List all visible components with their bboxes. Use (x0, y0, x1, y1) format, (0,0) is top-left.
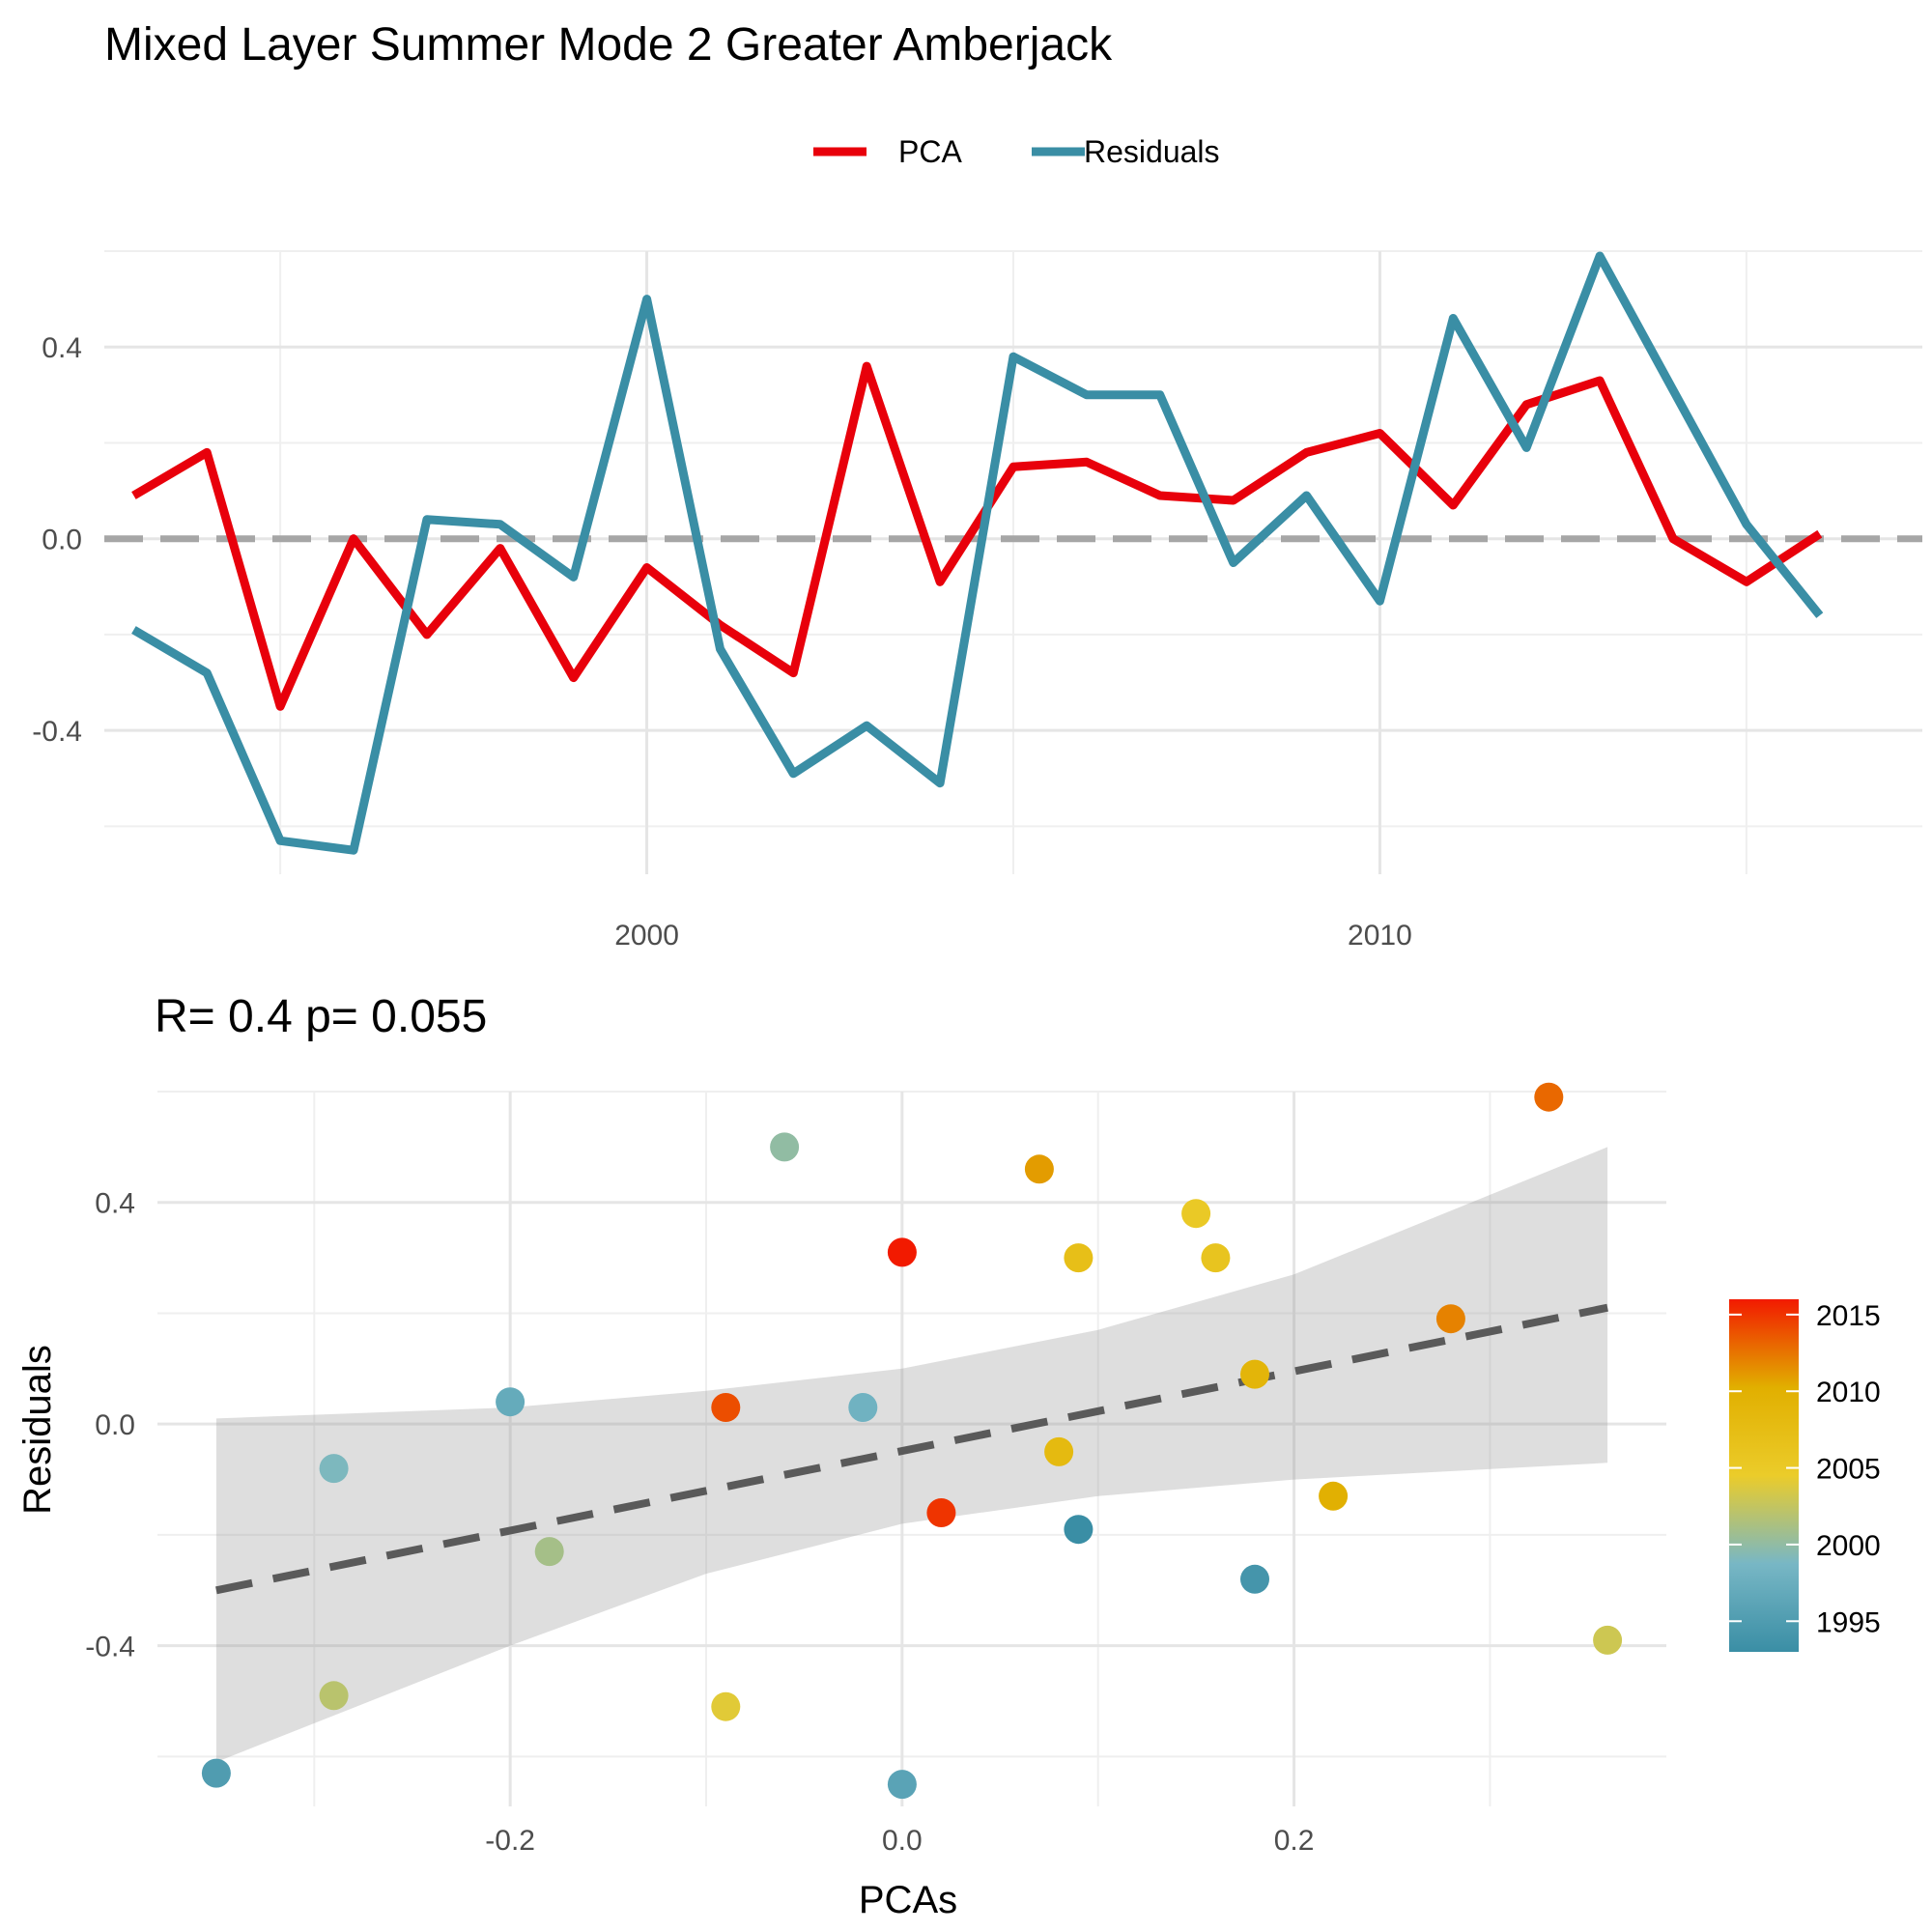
scatter-point-1994 (1240, 1564, 1269, 1594)
chart-title: Mixed Layer Summer Mode 2 Greater Amberj… (104, 19, 1113, 71)
series-line-pca (131, 361, 1823, 711)
colorbar-tick-label: 2010 (1816, 1377, 1881, 1408)
scatter-point-2013 (1534, 1082, 1564, 1112)
x-tick-label: -0.2 (485, 1825, 535, 1857)
scatter-point-2001 (534, 1537, 564, 1567)
x-tick-label: 2010 (1348, 920, 1412, 952)
y-axis-title: Residuals (16, 1345, 59, 1515)
scatter-point-2008 (1044, 1436, 1074, 1466)
regression-line (215, 1303, 1608, 1595)
timeseries-panel: -0.4 0.0 0.4 2000 2010 (32, 250, 1922, 952)
series-line-residuals (131, 251, 1824, 855)
y-tick-label: 0.4 (95, 1188, 135, 1220)
x-axis-title: PCAs (859, 1879, 957, 1921)
scatter-point-1996 (887, 1770, 917, 1800)
scatter-point-2000 (770, 1132, 800, 1162)
year-colorbar: 1995 2000 2005 2010 2015 (1729, 1299, 1881, 1652)
scatter-point-1997 (496, 1387, 526, 1417)
x-tick-label: 2000 (614, 920, 679, 952)
x-tick-label: 0.0 (882, 1825, 923, 1857)
colorbar-tick-label: 1995 (1816, 1606, 1881, 1638)
scatter-point-2014 (711, 1393, 741, 1422)
correlation-label: R= 0.4 p= 0.055 (155, 991, 487, 1042)
legend-label-residuals: Residuals (1084, 134, 1220, 169)
scatter-point-2016 (887, 1237, 917, 1267)
colorbar-gradient (1729, 1299, 1799, 1652)
scatter-point-1999 (319, 1454, 349, 1484)
legend: PCA Residuals (813, 134, 1220, 169)
scatter-point-1998 (848, 1393, 878, 1422)
legend-label-pca: PCA (898, 134, 962, 169)
y-tick-label: 0.4 (42, 332, 82, 364)
colorbar-tick-label: 2000 (1816, 1530, 1881, 1562)
scatter-point-2005 (1181, 1199, 1211, 1229)
y-tick-label: 0.0 (95, 1409, 135, 1441)
scatter-point-1993 (1064, 1515, 1094, 1545)
scatter-point-2007 (1064, 1243, 1094, 1273)
scatter-point-2012 (1435, 1304, 1465, 1334)
scatter-panel: -0.4 0.0 0.4 -0.2 0.0 0.2 (85, 1082, 1666, 1857)
y-tick-label: 0.0 (42, 525, 82, 556)
scatter-point-2003 (1593, 1625, 1623, 1655)
scatter-point-1995 (201, 1758, 231, 1788)
confidence-band (215, 1147, 1608, 1763)
scatter-point-2009 (1240, 1359, 1269, 1389)
y-tick-label: -0.4 (32, 716, 82, 748)
colorbar-tick-label: 2015 (1816, 1300, 1881, 1332)
scatter-point-2015 (926, 1498, 956, 1527)
scatter-point-2011 (1024, 1154, 1054, 1184)
scatter-point-2002 (319, 1681, 349, 1711)
scatter-point-2010 (1319, 1481, 1349, 1511)
scatter-point-2004 (711, 1691, 741, 1721)
x-tick-label: 0.2 (1274, 1825, 1315, 1857)
scatter-point-2006 (1201, 1243, 1231, 1273)
y-tick-label: -0.4 (85, 1632, 135, 1663)
colorbar-tick-label: 2005 (1816, 1454, 1881, 1486)
